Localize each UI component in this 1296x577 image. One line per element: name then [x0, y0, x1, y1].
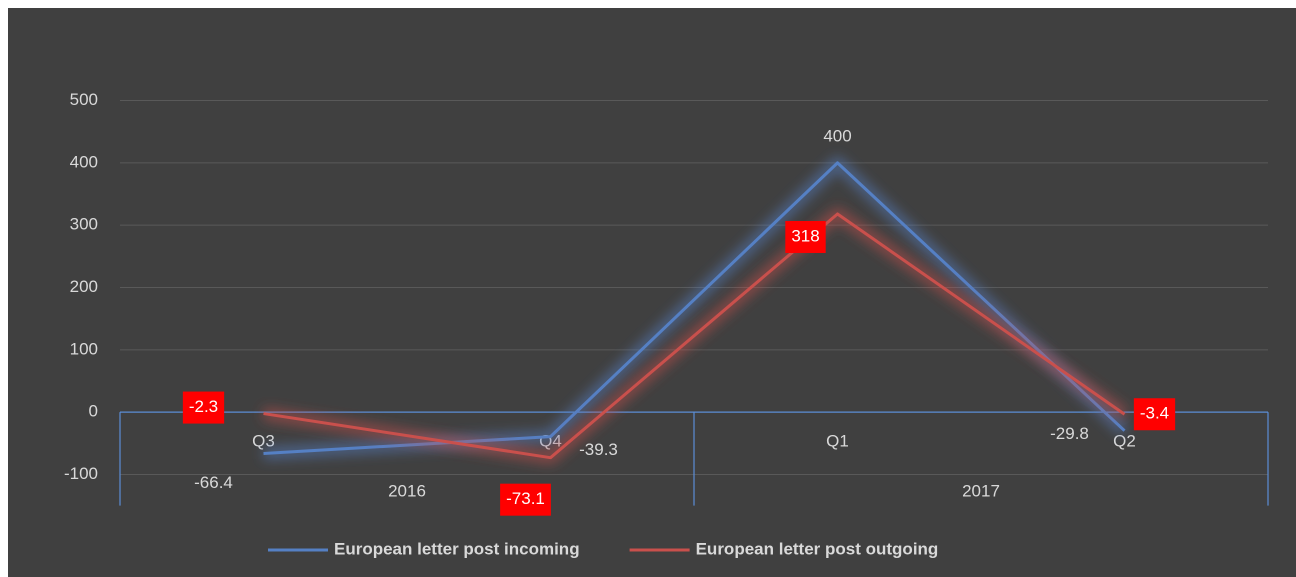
- legend-label: European letter post incoming: [334, 539, 580, 558]
- legend-label: European letter post outgoing: [696, 539, 939, 558]
- series-line: [263, 161, 1126, 456]
- data-label: -73.1: [506, 489, 545, 508]
- series-line: [263, 212, 1126, 460]
- data-label: -2.3: [189, 397, 218, 416]
- data-label: 400: [823, 126, 851, 145]
- data-label-box: [500, 483, 551, 516]
- data-label-box: [1133, 398, 1176, 431]
- data-label: -3.4: [1140, 404, 1169, 423]
- data-label: -29.8: [1050, 424, 1089, 443]
- y-tick-label: 200: [70, 277, 98, 296]
- group-label: 2017: [962, 482, 1000, 501]
- chart-background: [8, 8, 1296, 577]
- y-tick-label: 400: [70, 152, 98, 171]
- x-tick-label: Q3: [252, 432, 275, 451]
- data-label-box: [182, 391, 225, 424]
- x-tick-label: Q1: [826, 432, 849, 451]
- data-label-box: [785, 220, 826, 253]
- y-tick-label: 0: [89, 402, 98, 421]
- y-tick-label: -100: [64, 464, 98, 483]
- group-label: 2016: [388, 482, 426, 501]
- x-tick-label: Q2: [1113, 432, 1136, 451]
- y-tick-label: 500: [70, 90, 98, 109]
- y-tick-label: 300: [70, 215, 98, 234]
- data-label: -66.4: [194, 473, 233, 492]
- y-tick-label: 100: [70, 339, 98, 358]
- data-label: 318: [791, 226, 819, 245]
- data-label: -39.3: [579, 440, 618, 459]
